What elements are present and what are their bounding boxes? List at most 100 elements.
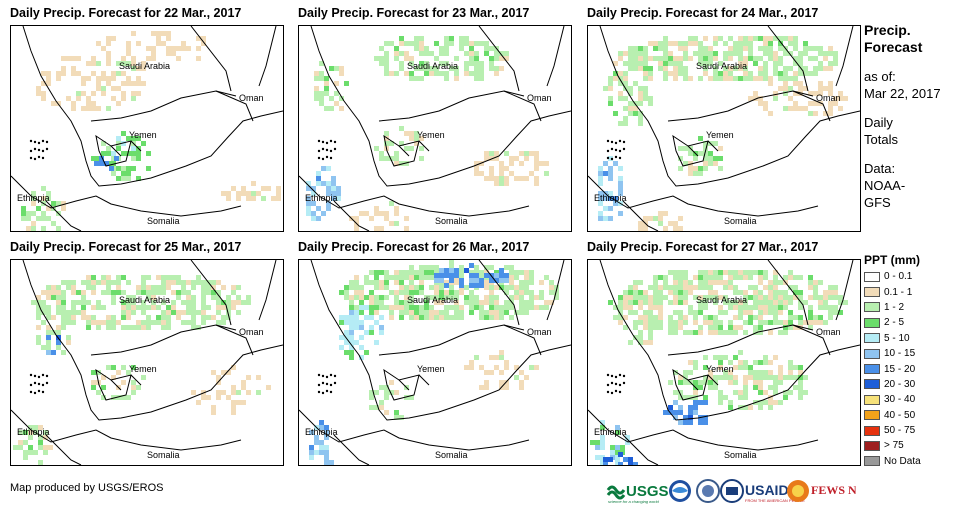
precip-cell — [778, 61, 783, 66]
precip-cell — [509, 295, 514, 300]
precip-cell — [663, 285, 668, 290]
precip-cell — [608, 216, 613, 221]
precip-cell — [600, 420, 605, 425]
precip-cell — [783, 390, 788, 395]
precip-cell — [364, 350, 369, 355]
precip-cell — [201, 300, 206, 305]
precip-cell — [778, 56, 783, 61]
precip-cell — [813, 91, 818, 96]
precip-cell — [241, 186, 246, 191]
precip-cell — [131, 156, 136, 161]
precip-cell — [504, 151, 509, 156]
precip-cell — [319, 425, 324, 430]
precip-cell — [226, 370, 231, 375]
precip-cell — [56, 325, 61, 330]
precip-cell — [613, 161, 618, 166]
precip-cell — [658, 216, 663, 221]
precip-cell — [86, 106, 91, 111]
precip-cell — [733, 375, 738, 380]
precip-cell — [703, 365, 708, 370]
precip-cell — [798, 325, 803, 330]
precip-cell — [808, 56, 813, 61]
precip-cell — [683, 295, 688, 300]
precip-cell — [121, 91, 126, 96]
precip-cell — [524, 300, 529, 305]
precip-cell — [648, 285, 653, 290]
precip-cell — [763, 310, 768, 315]
precip-cell — [494, 355, 499, 360]
precip-cell — [474, 61, 479, 66]
precip-cell — [146, 295, 151, 300]
precip-cell — [201, 305, 206, 310]
precip-cell — [648, 305, 653, 310]
precip-cell — [643, 71, 648, 76]
precip-cell — [683, 56, 688, 61]
precip-cell — [81, 310, 86, 315]
precip-cell — [698, 41, 703, 46]
precip-cell — [18, 430, 23, 435]
precip-cell — [713, 325, 718, 330]
precip-cell — [226, 300, 231, 305]
precip-cell — [71, 66, 76, 71]
precip-cell — [221, 305, 226, 310]
coastline-africa — [11, 409, 242, 451]
precip-cell — [126, 41, 131, 46]
precip-cell — [414, 46, 419, 51]
precip-cell — [111, 36, 116, 41]
precip-cell — [783, 275, 788, 280]
precip-cell — [788, 76, 793, 81]
label-oman: Oman — [816, 93, 841, 103]
precip-cell — [688, 370, 693, 375]
label-oman: Oman — [239, 93, 264, 103]
precip-cell — [768, 41, 773, 46]
precip-cell — [688, 166, 693, 171]
precip-cell — [389, 380, 394, 385]
precip-cell — [499, 176, 504, 181]
precip-cell — [638, 320, 643, 325]
precip-cell — [41, 96, 46, 101]
precip-cell — [668, 285, 673, 290]
precip-cell — [728, 360, 733, 365]
precip-cell — [718, 71, 723, 76]
precip-cell — [131, 151, 136, 156]
precip-cell — [136, 156, 141, 161]
precip-cell — [753, 61, 758, 66]
precip-cell — [131, 166, 136, 171]
precip-cell — [678, 420, 683, 425]
precip-cell — [91, 380, 96, 385]
precip-cell — [166, 31, 171, 36]
precip-cell — [718, 310, 723, 315]
precip-cell — [349, 300, 354, 305]
precip-cell — [723, 355, 728, 360]
precip-cell — [613, 315, 618, 320]
precip-cell — [444, 36, 449, 41]
island — [321, 147, 325, 151]
precip-cell — [344, 320, 349, 325]
precip-cell — [136, 81, 141, 86]
precip-cell — [798, 91, 803, 96]
precip-cell — [51, 315, 56, 320]
precip-cell — [798, 370, 803, 375]
precip-cell — [743, 390, 748, 395]
precip-cell — [494, 51, 499, 56]
precip-cell — [494, 181, 499, 186]
precip-cell — [738, 310, 743, 315]
precip-cell — [449, 265, 454, 270]
precip-cell — [778, 330, 783, 335]
precip-cell — [499, 278, 504, 283]
precip-cell — [369, 390, 374, 395]
precip-cell — [628, 56, 633, 61]
precip-cell — [778, 46, 783, 51]
precip-cell — [733, 46, 738, 51]
precip-cell — [211, 290, 216, 295]
precip-cell — [354, 280, 359, 285]
precip-cell — [808, 91, 813, 96]
precip-cell — [768, 280, 773, 285]
precip-cell — [479, 66, 484, 71]
precip-cell — [663, 36, 668, 41]
precip-cell — [91, 91, 96, 96]
precip-cell — [71, 56, 76, 61]
precip-cell — [76, 96, 81, 101]
precip-cell — [469, 300, 474, 305]
precip-cell — [81, 305, 86, 310]
